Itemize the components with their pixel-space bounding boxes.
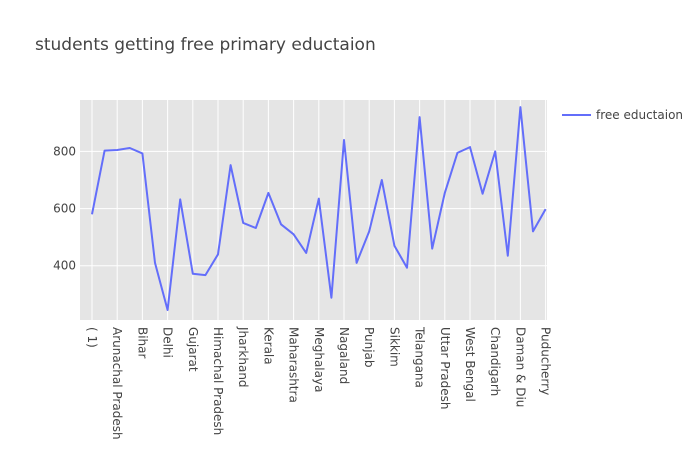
x-tick-label: Delhi	[161, 327, 175, 358]
x-tick-label: Uttar Pradesh	[438, 327, 452, 409]
y-tick-label: 600	[53, 202, 76, 216]
x-tick-label: Jharkhand	[236, 326, 250, 388]
y-tick-label: 800	[53, 144, 76, 158]
x-tick-label: Himachal Pradesh	[211, 327, 225, 435]
x-tick-label: Meghalaya	[312, 327, 326, 392]
x-tick-label: Puducherry	[539, 327, 553, 395]
x-tick-label: Chandigarh	[488, 327, 502, 396]
series-layer	[91, 106, 547, 311]
plot-area	[80, 100, 547, 320]
chart-title: students getting free primary eductaion	[35, 35, 376, 55]
x-tick-label: Bihar	[135, 327, 149, 359]
x-tick-label: Maharashtra	[287, 327, 301, 403]
series-line-free-eductaion	[91, 106, 547, 311]
x-axis-ticks: ( 1) Arunachal Pradesh Bihar Delhi Gujarat Hi…	[85, 326, 553, 440]
x-tick-label: Daman & Diu	[513, 327, 527, 407]
legend-label[interactable]: free eductaion	[596, 108, 683, 122]
legend[interactable]: free eductaion	[562, 108, 683, 122]
x-tick-label: Gujarat	[186, 327, 200, 372]
y-tick-label: 400	[53, 259, 76, 273]
x-tick-label: Nagaland	[337, 327, 351, 384]
x-tick-label: ( 1)	[85, 327, 99, 348]
y-axis-ticks: 400 600 800	[53, 144, 76, 272]
x-tick-label: Arunachal Pradesh	[110, 327, 124, 440]
grid-lines	[80, 100, 547, 320]
x-tick-label: Telangana	[413, 326, 427, 388]
x-tick-label: West Bengal	[463, 327, 477, 402]
x-tick-label: Punjab	[362, 327, 376, 368]
x-tick-label: Kerala	[261, 327, 275, 365]
x-tick-label: Sikkim	[387, 327, 401, 367]
